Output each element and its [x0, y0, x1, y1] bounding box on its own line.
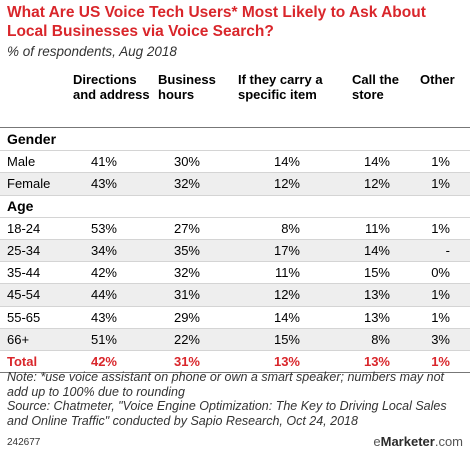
table-cell: 44% [90, 287, 117, 303]
table-cell: 13% [363, 287, 390, 303]
table-cell: 1% [431, 353, 450, 369]
row-divider [0, 305, 470, 307]
row-divider [0, 283, 470, 285]
row-label: 35-44 [7, 265, 41, 281]
row-label: Female [7, 176, 51, 192]
table-cell: 8% [281, 220, 300, 236]
table-cell: 42% [90, 265, 117, 281]
brand-logo: eMarketer.com [373, 434, 463, 449]
column-headers: Directions and address Business hours If t… [0, 72, 470, 126]
column-header: Other [420, 72, 455, 87]
table-cell: 30% [173, 154, 200, 170]
table-cell: 42% [90, 353, 117, 369]
table-cell: 31% [173, 353, 200, 369]
table-cell: - [445, 242, 450, 258]
footnote: Note: *use voice assistant on phone or o… [7, 370, 465, 428]
table-cell: 3% [431, 331, 450, 347]
row-label: Male [7, 154, 36, 170]
note-text: Note: *use voice assistant on phone or o… [7, 370, 445, 399]
table-row: 66+ 51% 22% 15% 8% 3% [0, 328, 470, 350]
column-header: Call the store [352, 72, 399, 102]
row-divider [0, 194, 470, 196]
table-cell: 13% [363, 309, 390, 325]
table-cell: 0% [431, 265, 450, 281]
table-cell: 51% [90, 331, 117, 347]
table-row: 18-24 53% 27% 8% 11% 1% [0, 218, 470, 239]
column-header: Directions and address [73, 72, 150, 102]
row-divider [0, 372, 470, 374]
row-label: 18-24 [7, 220, 41, 236]
row-divider [0, 172, 470, 174]
table-cell: 15% [363, 265, 390, 281]
table-cell: 27% [173, 220, 200, 236]
header-divider [0, 127, 470, 128]
table-cell: 14% [363, 242, 390, 258]
table-cell: 14% [363, 154, 390, 170]
table-cell: 1% [431, 220, 450, 236]
row-divider [0, 261, 470, 263]
table-cell: 29% [173, 309, 200, 325]
table-cell: 13% [273, 353, 300, 369]
table-row: 35-44 42% 32% 11% 15% 0% [0, 262, 470, 283]
table-cell: 43% [90, 176, 117, 192]
row-label: Total [7, 353, 38, 369]
table-cell: 1% [431, 287, 450, 303]
table-cell: 32% [173, 176, 200, 192]
row-divider [0, 327, 470, 329]
table-cell: 32% [173, 265, 200, 281]
table-cell: 1% [431, 309, 450, 325]
row-divider [0, 238, 470, 240]
table-row: 25-34 34% 35% 17% 14% - [0, 239, 470, 262]
row-label: Age [7, 197, 34, 214]
row-label: Gender [7, 131, 57, 147]
data-table-body: Gender Male 41% 30% 14% 14% 1% Female 43% 32% 12% 1… [0, 129, 470, 374]
table-cell: 14% [273, 309, 300, 325]
table-cell: 43% [90, 309, 117, 325]
table-cell: 35% [173, 242, 200, 258]
table-cell: 15% [273, 331, 300, 347]
brand-prefix: e [373, 434, 381, 449]
table-cell: 8% [371, 331, 390, 347]
section-header: Age [0, 196, 470, 217]
total-row: Total 42% 31% 13% 13% 1% [0, 351, 470, 372]
table-cell: 12% [363, 176, 390, 192]
table-cell: 12% [273, 176, 300, 192]
row-label: 25-34 [7, 242, 41, 258]
brand-name: Marketer [380, 434, 435, 449]
table-cell: 1% [431, 154, 450, 170]
brand-suffix: .com [434, 434, 463, 449]
source-text: Source: Chatmeter, "Voice Engine Optimiz… [7, 399, 447, 428]
section-header: Gender [0, 129, 470, 150]
column-header: Business hours [158, 72, 216, 102]
table-row: 55-65 43% 29% 14% 13% 1% [0, 307, 470, 328]
table-row: 45-54 44% 31% 12% 13% 1% [0, 284, 470, 306]
row-label: 45-54 [7, 287, 41, 303]
row-divider [0, 349, 470, 351]
row-label: 66+ [7, 331, 30, 347]
chart-subtitle: % of respondents, Aug 2018 [7, 44, 177, 59]
table-cell: 11% [364, 220, 390, 236]
table-cell: 12% [273, 287, 300, 303]
table-cell: 31% [173, 287, 200, 303]
table-row: Male 41% 30% 14% 14% 1% [0, 151, 470, 172]
table-cell: 11% [274, 265, 300, 281]
table-cell: 53% [90, 220, 117, 236]
chart-title: What Are US Voice Tech Users* Most Likel… [7, 4, 426, 40]
table-cell: 14% [273, 154, 300, 170]
row-divider [0, 150, 470, 152]
row-label: 55-65 [7, 309, 41, 325]
table-cell: 34% [90, 242, 117, 258]
column-header: If they carry a specific item [238, 72, 323, 102]
table-cell: 1% [431, 176, 450, 192]
row-divider [0, 216, 470, 218]
table-cell: 17% [273, 242, 300, 258]
table-row: Female 43% 32% 12% 12% 1% [0, 173, 470, 195]
chart-id: 242677 [7, 437, 41, 448]
table-cell: 41% [90, 154, 117, 170]
table-cell: 22% [173, 331, 200, 347]
table-cell: 13% [363, 353, 390, 369]
